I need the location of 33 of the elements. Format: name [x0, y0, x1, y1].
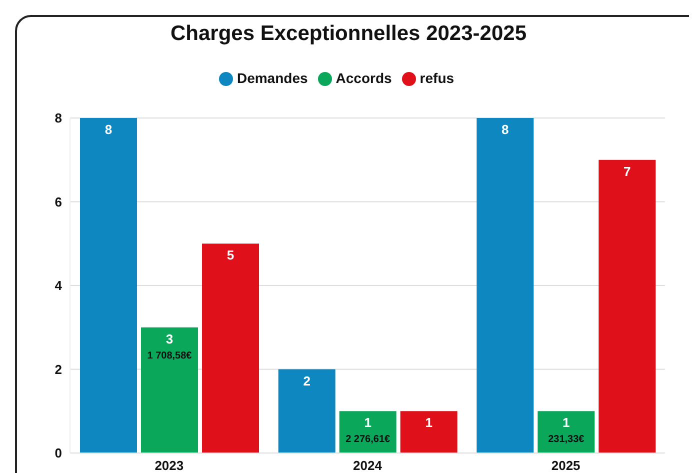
bar: [202, 244, 259, 453]
bar: [476, 118, 534, 453]
bar: [400, 411, 458, 453]
annotation: 2 276,61€: [346, 434, 391, 446]
chart-title: Charges Exceptionnelles 2023-2025: [169, 22, 528, 46]
data-label: 1: [562, 415, 570, 430]
data-label: 2: [303, 373, 310, 388]
legend-label: refus: [420, 70, 454, 86]
bar: [538, 411, 595, 453]
data-label: 1: [425, 415, 432, 430]
data-label: 3: [166, 331, 174, 346]
data-label: 7: [624, 164, 631, 179]
y-tick-label: 4: [54, 278, 63, 294]
x-tick-label: 2025: [551, 458, 580, 473]
legend-label: Demandes: [236, 70, 308, 86]
bar: [598, 160, 656, 453]
x-tick-label: 2024: [353, 458, 383, 473]
bar: [278, 369, 336, 453]
y-tick-label: 6: [54, 194, 62, 210]
bar: [80, 118, 137, 453]
data-label: 8: [502, 122, 509, 137]
data-label: 1: [364, 415, 372, 430]
y-tick-label: 0: [54, 446, 62, 461]
bar: [339, 411, 396, 453]
data-label: 8: [104, 122, 112, 137]
y-tick-label: 8: [54, 110, 62, 126]
annotation: 231,33€: [548, 434, 585, 446]
data-label: 5: [226, 248, 234, 263]
legend-label: Accords: [336, 70, 392, 86]
bar: [141, 327, 198, 453]
annotation: 1 708,58€: [147, 350, 192, 362]
y-tick-label: 2: [54, 362, 62, 377]
x-tick-label: 2023: [154, 458, 184, 473]
